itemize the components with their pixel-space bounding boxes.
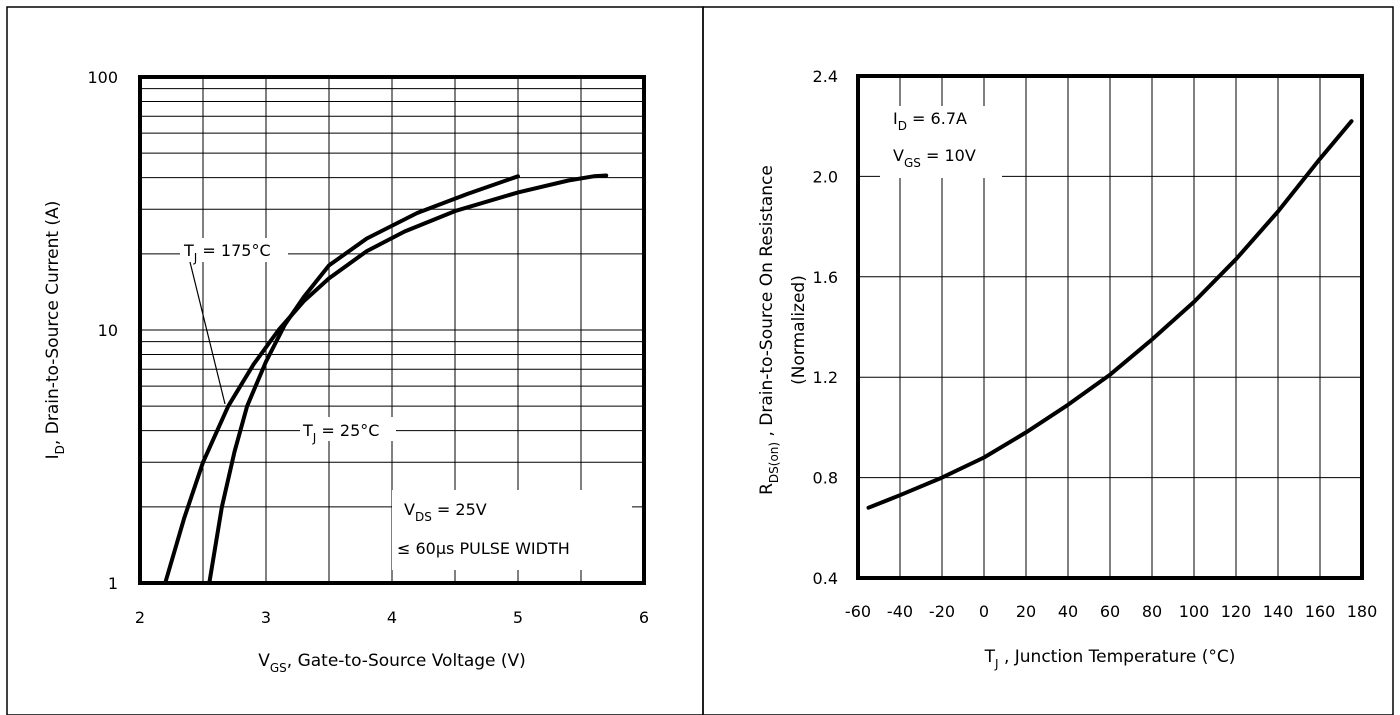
right-y-tick-label: 2.4 xyxy=(813,67,838,86)
right-y-tick-labels: 0.4 0.8 1.2 1.6 2.0 2.4 xyxy=(813,67,838,588)
right-x-tick-label: 120 xyxy=(1221,602,1252,621)
label-bg-175c xyxy=(180,238,288,262)
condition-id: ID = 6.7A xyxy=(893,109,967,133)
left-x-tick-labels: 2 3 4 5 6 xyxy=(135,608,649,627)
left-x-axis-label: VGS, Gate-to-Source Voltage (V) xyxy=(258,651,526,675)
left-y-tick-labels: 1 10 100 xyxy=(87,68,118,593)
right-y-tick-label: 2.0 xyxy=(813,167,838,186)
condition-vds: VDS = 25V xyxy=(404,500,487,524)
conditions-bg xyxy=(392,490,632,570)
right-y-tick-label: 0.4 xyxy=(813,569,838,588)
right-y-tick-label: 0.8 xyxy=(813,469,838,488)
right-x-tick-label: -60 xyxy=(845,602,871,621)
right-x-tick-label: 20 xyxy=(1016,602,1036,621)
left-panel-frame xyxy=(6,6,704,715)
right-x-tick-label: 140 xyxy=(1263,602,1294,621)
right-y-axis-label-normalized: (Normalized) xyxy=(789,275,809,385)
right-x-axis-label: TJ , Junction Temperature (°C) xyxy=(984,647,1236,671)
series-label-175c: TJ = 175°C xyxy=(183,241,271,265)
series-line-rdson xyxy=(866,119,1354,510)
right-series-group xyxy=(866,119,1354,510)
right-panel-frame xyxy=(702,6,1394,715)
conditions-bg-right xyxy=(880,106,1002,178)
right-x-tick-label: 40 xyxy=(1058,602,1078,621)
left-x-tick-label: 2 xyxy=(135,608,145,627)
left-x-tick-label: 3 xyxy=(261,608,271,627)
leader-175c xyxy=(189,261,226,405)
right-x-tick-label: 0 xyxy=(979,602,989,621)
left-x-tick-label: 5 xyxy=(513,608,523,627)
right-y-axis-label: RDS(on) , Drain-to-Source On Resistance xyxy=(757,165,781,495)
right-x-tick-label: 180 xyxy=(1347,602,1378,621)
right-x-tick-label: -40 xyxy=(887,602,913,621)
right-x-tick-label: -20 xyxy=(929,602,955,621)
right-y-tick-label: 1.2 xyxy=(813,368,838,387)
left-y-tick-label: 1 xyxy=(108,574,118,593)
series-line-175c xyxy=(163,173,609,585)
on-resistance-vs-temperature-chart: -60 -40 -20 0 20 40 60 80 100 120 140 160 180 0.4 0.8… xyxy=(757,67,1377,671)
condition-vgs: VGS = 10V xyxy=(893,146,976,170)
right-x-tick-label: 100 xyxy=(1179,602,1210,621)
right-y-tick-label: 1.6 xyxy=(813,268,838,287)
left-y-tick-label: 100 xyxy=(87,68,118,87)
right-x-tick-labels: -60 -40 -20 0 20 40 60 80 100 120 140 160 180 xyxy=(845,602,1377,621)
transfer-characteristics-chart: 2 3 4 5 6 1 10 100 VGS, Gate-to-Source Voltage… xyxy=(43,68,649,675)
left-y-tick-label: 10 xyxy=(98,321,118,340)
label-bg-25c xyxy=(300,417,396,441)
right-x-tick-label: 80 xyxy=(1142,602,1162,621)
right-x-tick-label: 160 xyxy=(1305,602,1336,621)
left-y-axis-label: ID, Drain-to-Source Current (A) xyxy=(43,201,67,460)
right-x-tick-label: 60 xyxy=(1100,602,1120,621)
series-label-25c: TJ = 25°C xyxy=(302,421,379,445)
left-plot-area xyxy=(138,75,646,585)
series-line-25c xyxy=(207,174,520,585)
left-x-tick-label: 6 xyxy=(639,608,649,627)
right-plot-area xyxy=(856,74,1364,580)
left-series-group xyxy=(163,173,609,585)
condition-pulse-width: ≤ 60μs PULSE WIDTH xyxy=(397,539,570,558)
left-x-tick-label: 4 xyxy=(387,608,397,627)
